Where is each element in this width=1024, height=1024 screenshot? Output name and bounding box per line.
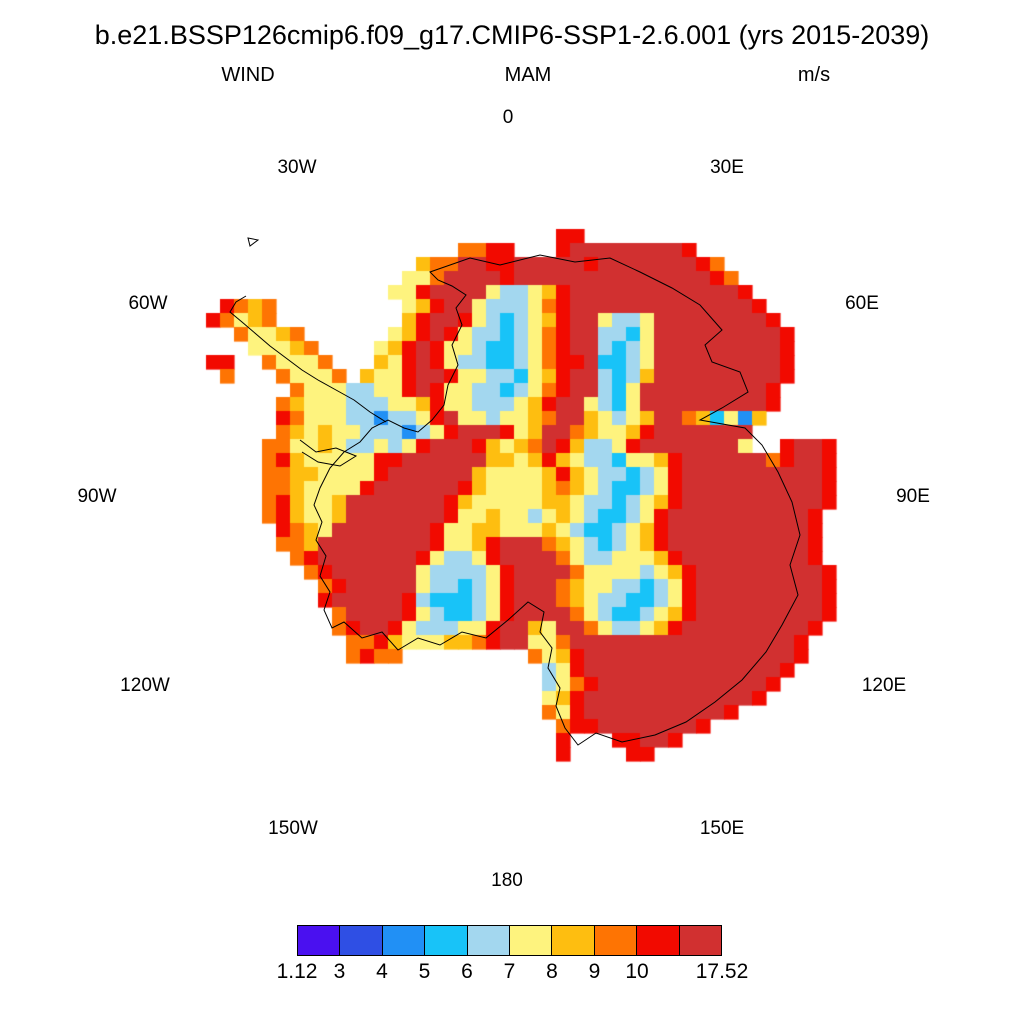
colorbar-box (678, 925, 723, 956)
colorbar-box (636, 925, 680, 956)
colorbar-tick-label: 8 (546, 960, 558, 983)
colorbar (297, 925, 723, 956)
lon-label: 30E (710, 157, 744, 178)
lon-label: 90W (77, 486, 117, 507)
colorbar-box (297, 925, 341, 956)
colorbar-box (466, 925, 511, 956)
colorbar-tick-label: 1.12 (276, 960, 318, 983)
colorbar-tick-label: 7 (503, 960, 516, 983)
colorbar-tick-label: 5 (418, 960, 431, 983)
colorbar-tick-label: 17.52 (695, 960, 749, 983)
colorbar-box (339, 925, 383, 956)
coastline-path (247, 237, 260, 247)
colorbar-tick-label: 10 (625, 960, 649, 983)
coastline-path (313, 254, 801, 746)
lon-label: 120E (861, 675, 907, 696)
lon-label: 30W (277, 157, 317, 178)
colorbar-tick-label: 9 (588, 960, 601, 983)
coastline-path (299, 439, 358, 467)
colorbar-box (381, 925, 426, 956)
lon-label: 180 (491, 870, 523, 891)
lon-label: 60W (128, 293, 168, 314)
colorbar-tick-label: 4 (376, 960, 388, 983)
colorbar-box (593, 925, 638, 956)
lon-label: 0 (502, 107, 514, 128)
coastline-path (229, 295, 387, 423)
lon-label: 90E (896, 486, 930, 507)
lon-label: 150W (268, 818, 318, 839)
colorbar-box (509, 925, 553, 956)
colorbar-tick-label: 6 (461, 960, 473, 983)
lon-label: 60E (845, 293, 879, 314)
lon-label: 150E (699, 818, 745, 839)
colorbar-box (424, 925, 468, 956)
lon-label: 120W (120, 675, 170, 696)
colorbar-box (551, 925, 595, 956)
colorbar-tick-label: 3 (333, 960, 346, 983)
